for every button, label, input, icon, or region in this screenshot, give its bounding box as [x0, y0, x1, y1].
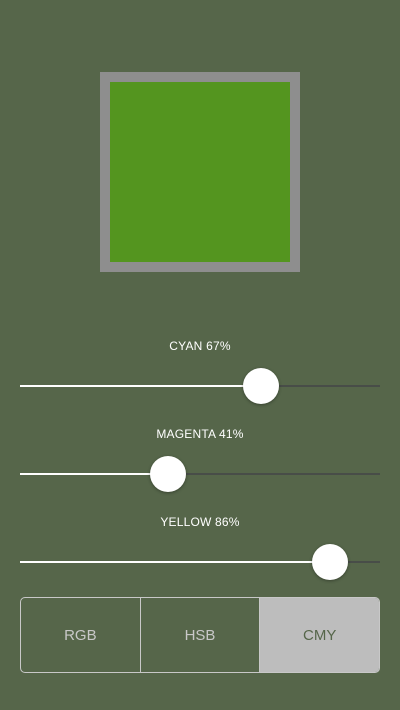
color-swatch	[110, 82, 290, 262]
yellow-slider[interactable]	[20, 544, 380, 580]
cyan-slider-thumb[interactable]	[243, 368, 279, 404]
mode-hsb-segment[interactable]: HSB	[141, 598, 261, 672]
mode-rgb-segment[interactable]: RGB	[21, 598, 141, 672]
magenta-slider[interactable]	[20, 456, 380, 492]
color-swatch-frame	[100, 72, 300, 272]
magenta-label: MAGENTA 41%	[156, 427, 244, 441]
cyan-slider[interactable]	[20, 368, 380, 404]
yellow-slider-fill	[20, 561, 330, 563]
mode-cmy-segment[interactable]: CMY	[260, 598, 379, 672]
cyan-label: CYAN 67%	[169, 339, 231, 353]
cyan-slider-fill	[20, 385, 261, 387]
magenta-slider-thumb[interactable]	[150, 456, 186, 492]
magenta-slider-fill	[20, 473, 168, 475]
yellow-label: YELLOW 86%	[160, 515, 240, 529]
yellow-slider-thumb[interactable]	[312, 544, 348, 580]
color-mode-segmented-control: RGB HSB CMY	[20, 597, 380, 673]
